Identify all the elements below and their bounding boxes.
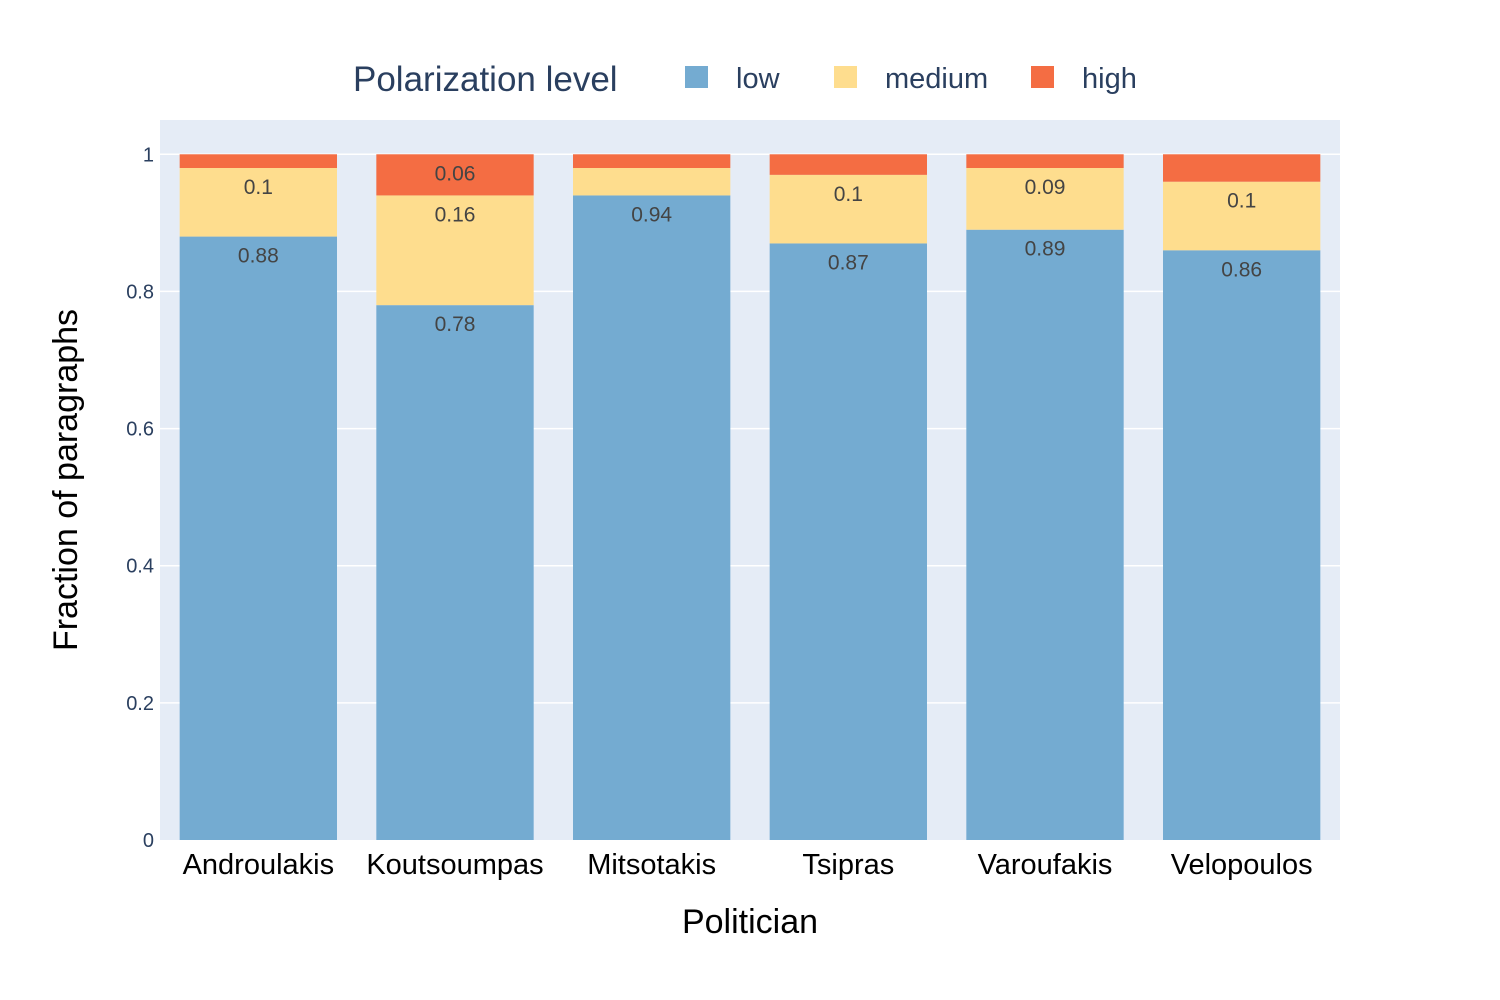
x-tick-label: Velopoulos xyxy=(1171,849,1313,881)
bar-low xyxy=(769,243,927,840)
legend-title: Polarization level xyxy=(353,60,618,99)
bar-high xyxy=(1163,154,1321,182)
legend: Polarization level low medium high xyxy=(353,60,1137,99)
bar-medium xyxy=(1163,181,1321,251)
y-tick-label: 0.2 xyxy=(126,693,154,715)
y-tick-label: 0.8 xyxy=(126,281,154,303)
bar-low xyxy=(179,236,337,841)
bar-medium xyxy=(769,174,927,244)
x-tick-label: Tsipras xyxy=(802,849,894,881)
data-label: 0.1 xyxy=(834,183,863,206)
legend-label-low: low xyxy=(736,63,781,95)
bar-low xyxy=(573,195,731,840)
plot-background xyxy=(160,120,1340,840)
data-label: 0.87 xyxy=(828,251,869,274)
bar-low xyxy=(376,305,534,841)
data-label: 0.09 xyxy=(1025,176,1066,199)
bar-low xyxy=(966,229,1124,840)
x-tick-label: Mitsotakis xyxy=(587,849,716,881)
data-label: 0.86 xyxy=(1221,258,1262,281)
data-label: 0.1 xyxy=(1227,190,1256,213)
legend-label-high: high xyxy=(1082,63,1137,95)
x-axis-title: Politician xyxy=(682,903,818,941)
data-labels: 0.88 0.1 0.78 0.16 0.06 0.94 0.87 0.1 0.89 0.09 0.… xyxy=(238,162,1262,336)
gridlines xyxy=(160,153,1340,704)
x-tick-label: Androulakis xyxy=(183,849,335,881)
data-label: 0.88 xyxy=(238,245,279,268)
y-axis-ticks: 0 0.2 0.4 0.6 0.8 1 xyxy=(126,144,154,852)
bar-medium xyxy=(376,195,534,306)
legend-label-medium: medium xyxy=(885,63,988,95)
bar-high xyxy=(376,154,534,196)
data-label: 0.16 xyxy=(435,203,476,226)
data-label: 0.78 xyxy=(435,313,476,336)
legend-swatch-medium xyxy=(834,66,857,88)
legend-swatch-high xyxy=(1031,66,1054,88)
bar-medium xyxy=(966,168,1124,230)
bar-low xyxy=(1163,250,1321,841)
data-label: 0.89 xyxy=(1025,238,1066,261)
bar-medium xyxy=(573,168,731,196)
x-tick-label: Koutsoumpas xyxy=(366,849,543,881)
data-label: 0.94 xyxy=(631,203,672,226)
y-axis-title: Fraction of paragraphs xyxy=(47,309,85,651)
x-axis-ticks: Androulakis Koutsoumpas Mitsotakis Tsipras V… xyxy=(183,849,1313,881)
y-tick-label: 0 xyxy=(143,830,154,852)
bar-high xyxy=(966,154,1124,168)
x-tick-label: Varoufakis xyxy=(978,849,1113,881)
bar-high xyxy=(179,154,337,168)
bar-high xyxy=(769,154,927,175)
y-tick-label: 0.4 xyxy=(126,556,154,578)
bars xyxy=(179,154,1321,841)
legend-swatch-low xyxy=(685,66,708,88)
data-label: 0.06 xyxy=(435,162,476,185)
y-tick-label: 1 xyxy=(143,144,154,166)
data-label: 0.1 xyxy=(244,176,273,199)
bar-medium xyxy=(179,168,337,237)
bar-high xyxy=(573,154,731,168)
y-tick-label: 0.6 xyxy=(126,419,154,441)
